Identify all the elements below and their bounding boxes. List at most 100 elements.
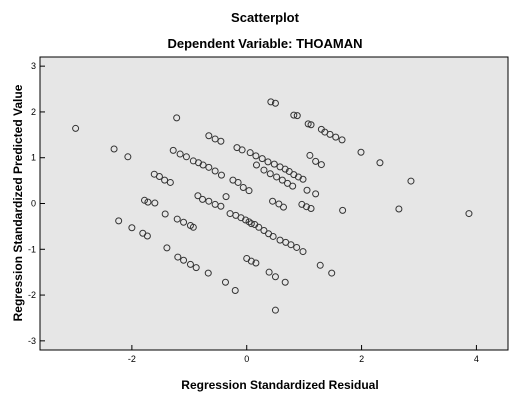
data-point (271, 99, 279, 107)
data-point (285, 167, 293, 175)
data-point (279, 203, 287, 211)
data-point (252, 161, 260, 169)
data-point (312, 157, 320, 165)
data-point (302, 203, 310, 211)
data-point (199, 195, 207, 203)
data-point (144, 198, 152, 206)
data-point (281, 165, 289, 173)
data-point (231, 286, 239, 294)
data-point (174, 253, 182, 261)
data-point (339, 206, 347, 214)
data-point (316, 261, 324, 269)
chart-subtitle: Dependent Variable: THOAMAN (167, 36, 362, 51)
data-point (245, 218, 253, 226)
x-tick-label: 2 (359, 354, 364, 364)
data-point (265, 268, 273, 276)
plot-frame (39, 56, 509, 351)
data-point (338, 136, 346, 144)
data-point (260, 166, 268, 174)
data-point (269, 197, 277, 205)
data-point (266, 170, 274, 178)
data-point (239, 183, 247, 191)
x-tick-label: 4 (474, 354, 479, 364)
data-point (357, 148, 365, 156)
data-point (328, 269, 336, 277)
data-point (189, 223, 197, 231)
data-point (306, 151, 314, 159)
data-point (246, 149, 254, 157)
y-tick-label: 2 (31, 107, 36, 117)
data-point (217, 171, 225, 179)
data-point (258, 155, 266, 163)
data-point (199, 161, 207, 169)
data-point (143, 232, 151, 240)
data-points (72, 98, 473, 314)
data-point (161, 176, 169, 184)
y-tick-label: -1 (28, 244, 36, 254)
data-point (242, 216, 250, 224)
data-point (115, 217, 123, 225)
data-point (163, 244, 171, 252)
data-point (205, 163, 213, 171)
data-point (271, 273, 279, 281)
chart-title: Scatterplot (231, 10, 300, 25)
data-point (161, 210, 169, 218)
data-point (278, 176, 286, 184)
y-tick-label: -2 (28, 290, 36, 300)
data-point (287, 241, 295, 249)
data-point (173, 215, 181, 223)
y-tick-label: 0 (31, 199, 36, 209)
data-point (307, 205, 315, 213)
data-point (182, 153, 190, 161)
data-point (269, 232, 277, 240)
data-point (110, 145, 118, 153)
x-axis-label: Regression Standardized Residual (181, 378, 378, 392)
data-point (173, 114, 181, 122)
data-point (234, 178, 242, 186)
data-point (180, 256, 188, 264)
x-tick-label: 0 (244, 354, 249, 364)
data-point (312, 190, 320, 198)
data-point (128, 224, 136, 232)
y-tick-label: 1 (31, 153, 36, 163)
data-point (186, 260, 194, 268)
data-point (264, 158, 272, 166)
data-point (247, 257, 255, 265)
data-point (465, 210, 473, 218)
data-point (317, 161, 325, 169)
data-point (180, 218, 188, 226)
data-point (304, 120, 312, 128)
data-point (211, 167, 219, 175)
data-point (192, 264, 200, 272)
x-tick-label: -2 (128, 354, 136, 364)
data-point (276, 236, 284, 244)
data-point (245, 187, 253, 195)
data-point (252, 259, 260, 267)
data-point (72, 124, 80, 132)
data-point (204, 269, 212, 277)
data-point (299, 175, 307, 183)
data-point (289, 182, 297, 190)
y-tick-label: 3 (31, 61, 36, 71)
data-point (293, 112, 301, 120)
data-point (290, 111, 298, 119)
data-point (194, 192, 202, 200)
data-point (303, 186, 311, 194)
data-point (176, 150, 184, 158)
data-point (407, 177, 415, 185)
data-point (247, 220, 255, 228)
data-point (252, 152, 260, 160)
data-point (273, 173, 281, 181)
y-axis-label: Regression Standardized Predicted Value (11, 84, 25, 321)
data-point (169, 146, 177, 154)
data-point (293, 243, 301, 251)
data-point (217, 202, 225, 210)
data-point (205, 132, 213, 140)
data-point (141, 196, 149, 204)
data-point (155, 172, 163, 180)
data-point (376, 159, 384, 167)
data-point (271, 306, 279, 314)
data-point (217, 137, 225, 145)
data-point (332, 133, 340, 141)
